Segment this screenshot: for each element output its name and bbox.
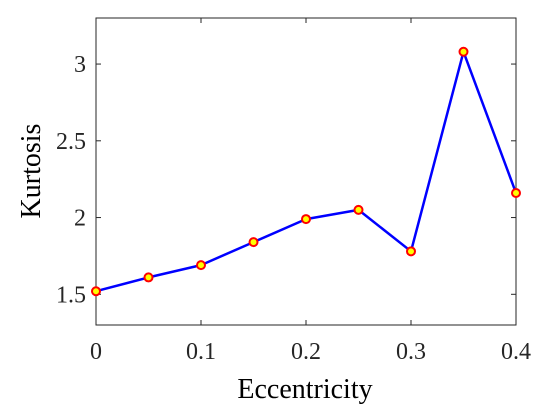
y-axis-title: Kurtosis	[16, 124, 47, 219]
x-tick-label: 0.3	[396, 339, 426, 365]
series-line	[95, 50, 518, 293]
data-point	[511, 187, 521, 198]
x-tick-label: 0.1	[186, 339, 216, 365]
series-layer	[91, 46, 521, 297]
axes-box	[95, 17, 517, 326]
y-tick-label: 2	[74, 206, 86, 232]
ticks	[95, 18, 517, 325]
data-point	[353, 204, 364, 215]
data-point	[91, 286, 101, 297]
data-point	[301, 214, 311, 225]
y-tick-label: 2.5	[56, 129, 86, 155]
x-axis-title: Eccentricity	[237, 374, 372, 405]
data-point	[143, 272, 154, 283]
x-tick-label: 0.4	[501, 339, 531, 365]
tick-labels: 0 0.1 0.2 0.3 0.4 1.5 2 2.5 3	[56, 52, 531, 365]
data-point	[406, 246, 416, 257]
y-tick-label: 3	[74, 52, 86, 78]
data-point	[196, 260, 206, 271]
y-tick-label: 1.5	[56, 282, 86, 308]
data-point	[458, 46, 469, 57]
x-tick-label: 0.2	[291, 339, 321, 365]
x-tick-label: 0	[90, 339, 102, 365]
data-point	[248, 237, 259, 248]
plot-frame	[95, 17, 517, 326]
